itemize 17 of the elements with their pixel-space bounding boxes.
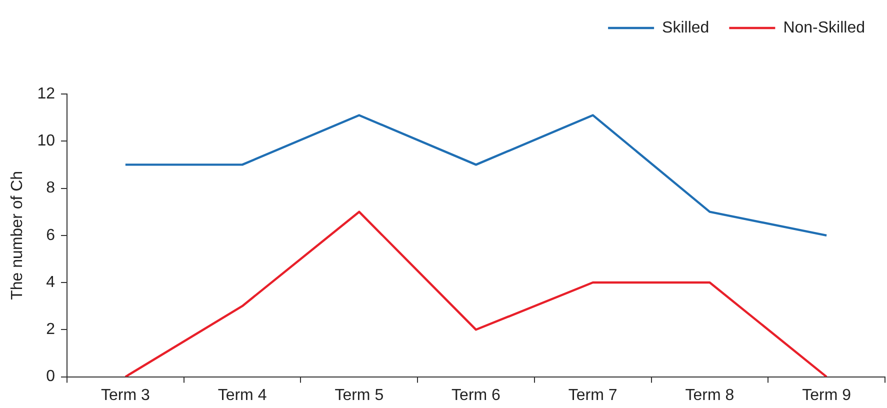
x-tick-label: Term 5 [334,386,384,404]
y-tick-label: 0 [46,368,56,386]
y-tick-label: 6 [46,226,56,244]
x-tick-label: Term 9 [802,386,852,404]
legend-label: Non-Skilled [783,19,865,36]
y-tick-label: 10 [37,132,56,150]
x-tick-label: Term 3 [100,386,150,404]
y-tick-label: 4 [46,274,56,291]
legend-label: Skilled [662,19,710,36]
x-tick-label: Term 7 [568,386,618,404]
y-axis-title: The number of Ch [9,170,26,300]
y-tick-label: 2 [46,321,56,338]
x-tick-label: Term 4 [218,386,267,404]
y-tick-label: 8 [46,180,56,197]
y-tick-label: 12 [37,85,56,102]
x-tick-label: Term 6 [452,386,501,404]
x-tick-label: Term 8 [685,386,734,404]
